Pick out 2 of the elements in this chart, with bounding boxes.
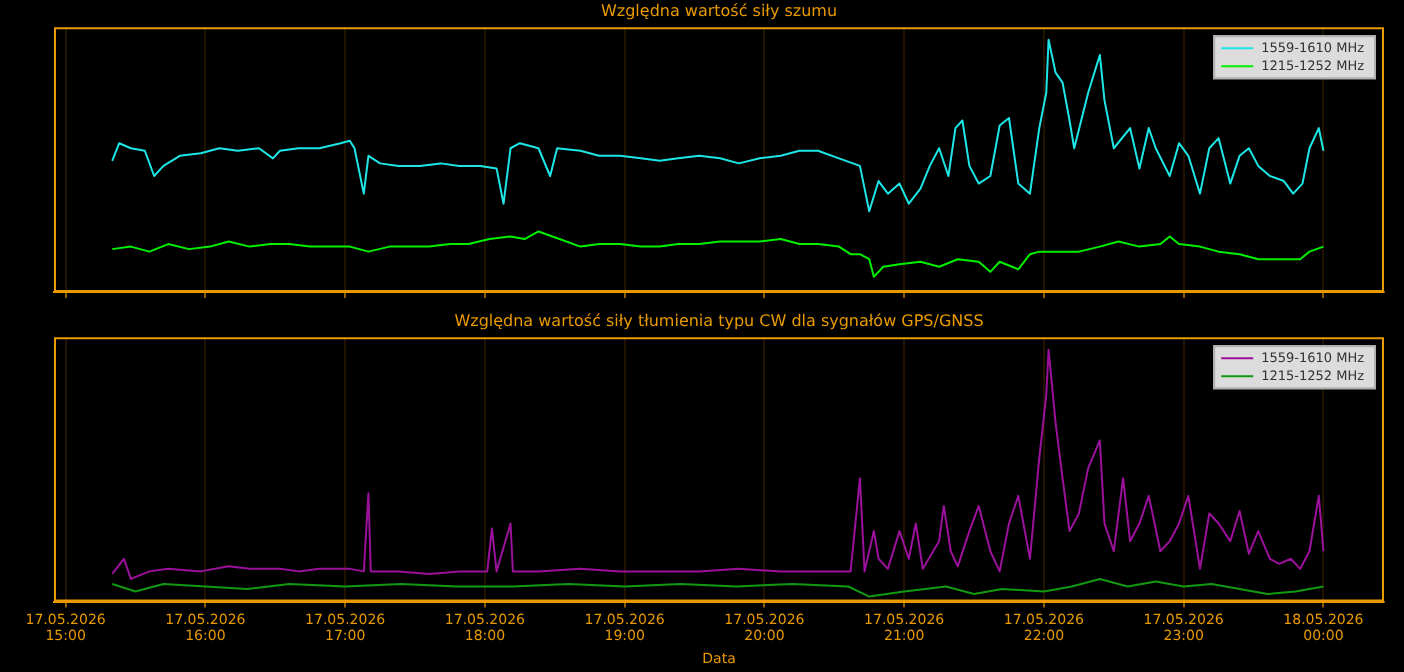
chart-title: Względna wartość siły tłumienia typu CW dla sygnałów GPS/GNSS <box>454 311 984 330</box>
chart-title: Względna wartość siły szumu <box>600 1 838 20</box>
